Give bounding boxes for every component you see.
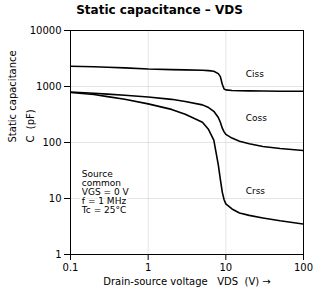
svg-text:0.1: 0.1 <box>63 262 79 273</box>
svg-text:Static capacitance: Static capacitance <box>7 50 18 142</box>
svg-text:100: 100 <box>42 137 61 148</box>
svg-text:1: 1 <box>55 249 61 260</box>
svg-text:1000: 1000 <box>36 81 61 92</box>
svg-text:10: 10 <box>219 262 232 273</box>
svg-text:Coss: Coss <box>246 113 267 123</box>
svg-text:10000: 10000 <box>30 25 62 36</box>
svg-text:Crss: Crss <box>246 186 266 196</box>
svg-text:10: 10 <box>49 193 62 204</box>
svg-text:100: 100 <box>294 262 313 273</box>
svg-text:Drain-source voltage VDS (V: Drain-source voltage VDS (V) → <box>103 276 270 287</box>
svg-text:1: 1 <box>145 262 151 273</box>
html-text:Static capacitance – VDS: Static capacitance – VDS <box>76 3 243 17</box>
svg-text:C (pF): C (pF) <box>25 109 36 142</box>
svg-text:Ciss: Ciss <box>246 69 264 79</box>
svg-text:SourcecommonVGS = 0 Vf = 1 MHz: SourcecommonVGS = 0 Vf = 1 MHzTc = 25°C <box>81 169 130 215</box>
